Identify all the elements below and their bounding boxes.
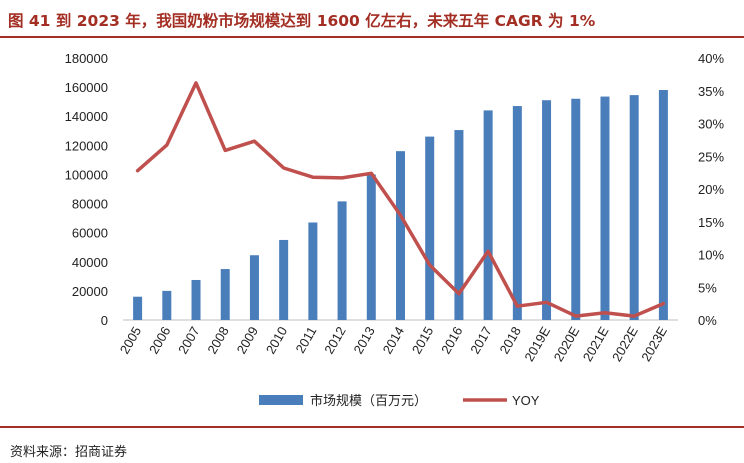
x-tick-label: 2014 bbox=[380, 324, 407, 357]
footer-rule bbox=[0, 426, 744, 428]
x-tick-label: 2019E bbox=[521, 324, 553, 364]
right-tick-label: 30% bbox=[698, 117, 724, 132]
x-tick-label: 2011 bbox=[292, 324, 319, 356]
x-tick-label: 2016 bbox=[438, 324, 465, 357]
left-tick-label: 20000 bbox=[72, 284, 108, 299]
legend-bar-label: 市场规模（百万元） bbox=[310, 393, 427, 408]
yoy-point-2008 bbox=[224, 149, 226, 151]
x-tick-label: 2007 bbox=[175, 324, 202, 357]
x-tick-label: 2006 bbox=[146, 324, 173, 357]
bar-2018 bbox=[512, 106, 522, 321]
bar-2007 bbox=[191, 279, 201, 320]
bar-2009 bbox=[249, 255, 259, 320]
bar-2016 bbox=[454, 130, 464, 320]
right-axis: 0% 5% 10% 15% 20% 25% 30% 35% 40% bbox=[698, 51, 724, 328]
x-tick-label: 2015 bbox=[409, 324, 436, 357]
bar-2015 bbox=[425, 136, 435, 320]
right-tick-label: 15% bbox=[698, 215, 724, 230]
bar-2006 bbox=[162, 290, 172, 320]
yoy-point-2021E bbox=[604, 312, 606, 314]
right-tick-label: 5% bbox=[698, 280, 717, 295]
bar-2011 bbox=[308, 222, 318, 320]
yoy-point-2016 bbox=[458, 293, 460, 295]
line-series bbox=[135, 81, 666, 318]
right-tick-label: 20% bbox=[698, 182, 724, 197]
bar-2013 bbox=[366, 174, 376, 320]
x-tick-label: 2022E bbox=[609, 324, 641, 364]
left-tick-label: 0 bbox=[101, 313, 108, 328]
figure-title: 图 41 到 2023 年，我国奶粉市场规模达到 1600 亿左右，未来五年 C… bbox=[8, 12, 596, 30]
yoy-point-2017 bbox=[487, 250, 489, 252]
right-tick-label: 35% bbox=[698, 84, 724, 99]
x-tick-label: 2005 bbox=[117, 324, 144, 357]
yoy-point-2019E bbox=[546, 301, 548, 303]
bar-2022E bbox=[629, 95, 639, 320]
bar-2021E bbox=[600, 96, 610, 320]
x-tick-label: 2017 bbox=[467, 324, 494, 357]
yoy-point-2005 bbox=[137, 170, 139, 172]
bar-2020E bbox=[571, 98, 581, 320]
right-tick-label: 40% bbox=[698, 51, 724, 66]
x-tick-label: 2008 bbox=[204, 324, 231, 357]
yoy-point-2013 bbox=[370, 172, 372, 174]
left-tick-label: 60000 bbox=[72, 226, 108, 241]
left-axis: 0 20000 40000 60000 80000 100000 120000 140000 1… bbox=[65, 51, 678, 328]
yoy-point-2020E bbox=[575, 315, 577, 317]
title-rule bbox=[0, 36, 744, 38]
x-tick-label: 2009 bbox=[234, 324, 261, 357]
left-tick-label: 160000 bbox=[65, 80, 108, 95]
right-tick-label: 10% bbox=[698, 248, 724, 263]
x-tick-label: 2012 bbox=[321, 324, 348, 357]
yoy-point-2015 bbox=[429, 264, 431, 266]
x-tick-label: 2010 bbox=[263, 324, 290, 357]
bar-2023E bbox=[658, 90, 668, 321]
bar-2019E bbox=[542, 100, 552, 320]
bar-2010 bbox=[279, 239, 289, 320]
bar-2012 bbox=[337, 201, 347, 320]
bar-2008 bbox=[220, 269, 230, 320]
bar-series bbox=[133, 90, 668, 321]
yoy-point-2006 bbox=[166, 144, 168, 146]
left-tick-label: 80000 bbox=[72, 197, 108, 212]
bar-2017 bbox=[483, 110, 493, 321]
left-tick-label: 40000 bbox=[72, 255, 108, 270]
yoy-point-2009 bbox=[253, 140, 255, 142]
x-tick-label: 2020E bbox=[551, 324, 583, 364]
x-axis-labels: 2005 2006 2007 2008 2009 2010 2011 2012 2013 2014… bbox=[117, 324, 670, 364]
legend-line-label: YOY bbox=[512, 393, 540, 408]
yoy-point-2023E bbox=[662, 303, 664, 305]
x-tick-label: 2021E bbox=[580, 324, 612, 364]
left-tick-label: 140000 bbox=[65, 109, 108, 124]
right-tick-label: 0% bbox=[698, 313, 717, 328]
source-note: 资料来源：招商证券 bbox=[10, 445, 128, 460]
yoy-point-2010 bbox=[283, 167, 285, 169]
left-tick-label: 180000 bbox=[65, 51, 108, 66]
yoy-point-2014 bbox=[400, 214, 401, 216]
yoy-point-2012 bbox=[341, 177, 343, 179]
x-tick-label: 2013 bbox=[350, 324, 377, 357]
left-tick-label: 120000 bbox=[65, 138, 108, 153]
bar-2014 bbox=[396, 151, 405, 320]
x-tick-label: 2018 bbox=[496, 324, 523, 357]
yoy-point-2022E bbox=[633, 315, 635, 317]
right-tick-label: 25% bbox=[698, 149, 724, 164]
yoy-point-2007 bbox=[195, 82, 197, 84]
bar-2005 bbox=[133, 296, 143, 320]
legend: 市场规模（百万元） YOY bbox=[259, 393, 540, 408]
x-tick-label: 2023E bbox=[638, 324, 670, 364]
yoy-point-2011 bbox=[312, 176, 314, 178]
left-tick-label: 100000 bbox=[65, 167, 108, 182]
yoy-point-2018 bbox=[516, 305, 518, 307]
legend-bar-swatch bbox=[259, 395, 303, 405]
